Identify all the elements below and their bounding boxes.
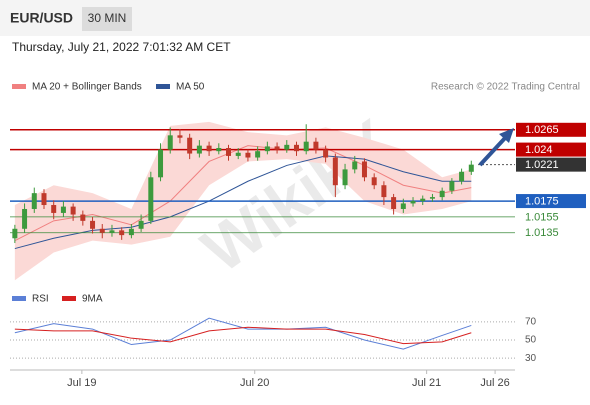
level-label-box [516, 194, 586, 209]
candle-body [420, 198, 426, 202]
candle-body [148, 177, 154, 221]
candle-body [313, 141, 319, 150]
arrow-head [499, 128, 514, 143]
candle-body [80, 214, 86, 221]
rsi-tick-label: 30 [525, 353, 537, 364]
level-label: 1.0175 [525, 195, 559, 207]
candle-body [303, 141, 309, 152]
candle-body [245, 152, 251, 158]
x-tick-label: Jul 21 [412, 377, 441, 389]
credit: Research © 2022 Trading Central [431, 82, 580, 93]
candle-body [177, 135, 183, 138]
candle-body [109, 230, 115, 233]
candle-body [332, 157, 338, 186]
candle-body [352, 161, 358, 170]
candle-body [284, 144, 290, 150]
legend-label: 9MA [82, 294, 103, 305]
candle-body [196, 145, 202, 154]
candle-body [51, 205, 57, 213]
ma9-line [14, 326, 472, 345]
candle-body [381, 185, 387, 198]
x-tick-label: Jul 26 [480, 377, 509, 389]
rsi-line [14, 317, 472, 350]
timestamp: Thursday, July 21, 2022 7:01:32 AM CET [12, 40, 231, 54]
candle-body [158, 149, 164, 178]
symbol: EUR/USD [10, 10, 73, 26]
candle-body [167, 135, 173, 150]
legend-label: RSI [32, 294, 49, 305]
timeframe-button[interactable] [82, 7, 132, 31]
candle-body [391, 197, 397, 209]
candle-body [468, 164, 474, 172]
candle-body [187, 137, 193, 154]
level-label: 1.0265 [525, 124, 559, 136]
x-tick-label: Jul 19 [67, 377, 96, 389]
candle-body [449, 181, 455, 191]
level-label-box [516, 142, 586, 157]
rsi-tick-label: 70 [525, 316, 537, 327]
candle-body [274, 146, 280, 150]
level-label: 1.024 [525, 144, 553, 156]
legend-swatch [62, 296, 76, 301]
candle-body [429, 197, 435, 199]
plot: 1.0265 1.024 1.0221 1.0175 1.0155 1.0135 70 50 3… [10, 121, 586, 389]
ma20-line [14, 145, 472, 242]
candle-body [361, 161, 367, 178]
candle-body [60, 206, 66, 213]
level-label-box [516, 122, 586, 137]
level-label: 1.0221 [525, 159, 559, 171]
candle-body [293, 144, 299, 152]
legend-swatch [12, 84, 26, 89]
candle-body [439, 190, 445, 198]
candle-body [255, 151, 261, 158]
legend-swatch [12, 296, 26, 301]
candle-body [31, 193, 37, 209]
candle-body [371, 177, 377, 186]
candle-body [206, 145, 212, 152]
candle-body [90, 220, 96, 229]
arrow [478, 135, 508, 167]
candle-body [216, 148, 222, 152]
candle-body [41, 193, 47, 206]
candle-body [410, 201, 416, 204]
candle-body [128, 228, 134, 236]
timeframe[interactable]: 30 MIN [88, 11, 127, 25]
candle-body [400, 203, 406, 209]
level-label: 1.0155 [525, 211, 559, 223]
candle-body [459, 171, 465, 182]
candle-body [70, 206, 76, 215]
level-label-box [516, 157, 586, 172]
candle-body [264, 146, 270, 152]
x-tick-label: Jul 20 [240, 377, 269, 389]
rsi-tick-label: 50 [525, 335, 537, 346]
candle-body [12, 228, 18, 239]
level-label: 1.0135 [525, 227, 559, 239]
candle-body [226, 148, 232, 156]
candle-body [323, 149, 329, 158]
candle-body [342, 169, 348, 186]
legend-label: MA 50 [176, 82, 205, 93]
legend-label: MA 20 + Bollinger Bands [32, 82, 142, 93]
candle-body [99, 228, 105, 233]
legend-swatch [156, 84, 170, 89]
candle-body [22, 208, 28, 229]
candle-body [235, 152, 241, 156]
candle-body [119, 230, 125, 236]
candle-body [138, 220, 144, 229]
